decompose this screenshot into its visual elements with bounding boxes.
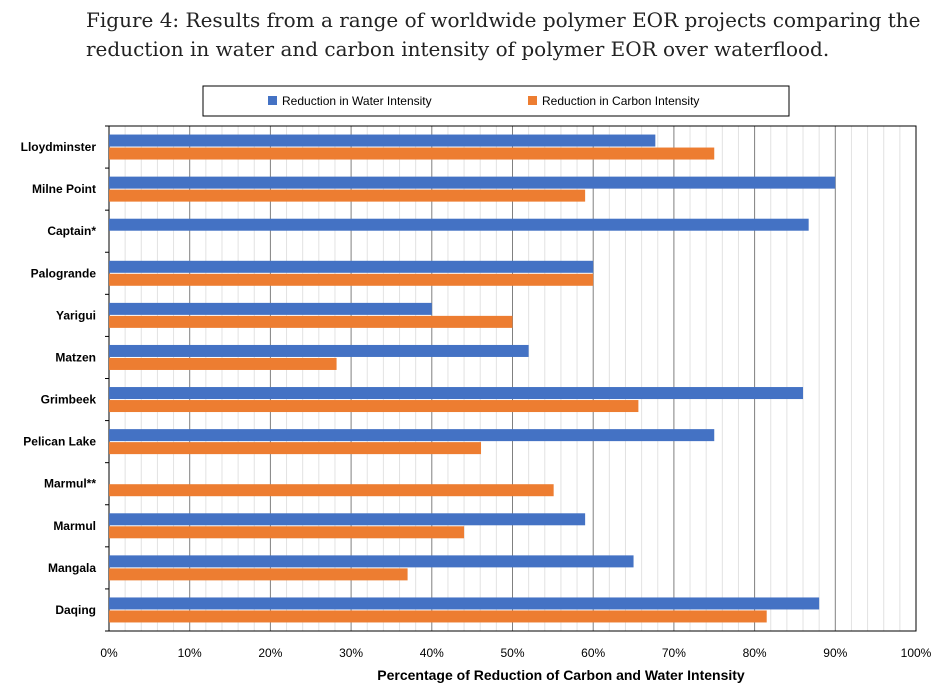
x-tick-label: 0% (100, 646, 118, 660)
x-tick-labels: 0% 10% 20% 30% 40% 50% 60% 70% 80% 90% 100% (100, 646, 931, 660)
figure-caption: Figure 4: Results from a range of worldw… (86, 8, 921, 61)
bar-water-intensity (109, 302, 432, 315)
gridlines (124, 126, 901, 631)
bar-carbon-intensity (109, 442, 482, 455)
x-tick-label: 60% (581, 646, 605, 660)
category-label: Daqing (55, 603, 96, 617)
category-label: Mangala (48, 561, 96, 575)
category-label: Marmul (53, 519, 96, 533)
bar-carbon-intensity (109, 526, 465, 539)
bar-carbon-intensity (109, 484, 554, 497)
bar-water-intensity (109, 387, 804, 400)
category-label: Milne Point (32, 182, 96, 196)
bar-water-intensity (109, 513, 586, 526)
bar-water-intensity (109, 134, 656, 147)
category-label: Lloydminster (21, 140, 97, 154)
category-label: Yarigui (56, 308, 96, 322)
bar-carbon-intensity (109, 568, 408, 581)
legend-label-carbon: Reduction in Carbon Intensity (542, 94, 699, 108)
x-axis-title: Percentage of Reduction of Carbon and Wa… (377, 667, 745, 683)
bar-carbon-intensity (109, 610, 767, 623)
x-tick-label: 10% (178, 646, 202, 660)
x-tick-label: 50% (500, 646, 524, 660)
bar-carbon-intensity (109, 357, 337, 370)
bar-water-intensity (109, 555, 634, 568)
bar-carbon-intensity (109, 147, 715, 160)
category-labels: Lloydminster Milne Point Captain* Palogrand… (21, 140, 97, 617)
legend-swatch-water (268, 96, 277, 105)
bar-water-intensity (109, 429, 715, 442)
x-tick-label: 100% (901, 646, 932, 660)
bar-carbon-intensity (109, 315, 513, 328)
legend-swatch-carbon (528, 96, 537, 105)
x-tick-label: 40% (420, 646, 444, 660)
category-label: Matzen (55, 350, 96, 364)
x-tick-label: 30% (339, 646, 363, 660)
x-tick-label: 20% (258, 646, 282, 660)
bars (109, 134, 836, 623)
x-tick-label: 70% (662, 646, 686, 660)
legend-frame (202, 85, 790, 117)
x-tick-label: 80% (743, 646, 767, 660)
x-tick-label: 90% (823, 646, 847, 660)
bar-carbon-intensity (109, 273, 594, 286)
bar-water-intensity (109, 344, 529, 357)
legend: Reduction in Water Intensity Reduction i… (202, 85, 790, 117)
category-label: Marmul** (44, 477, 96, 491)
bar-carbon-intensity (109, 400, 639, 413)
category-label: Pelican Lake (23, 435, 96, 449)
category-axis-ticks (105, 125, 109, 632)
bar-water-intensity (109, 260, 594, 273)
category-label: Palogrande (31, 266, 97, 280)
category-label: Grimbeek (41, 393, 97, 407)
bar-water-intensity (109, 218, 809, 231)
bar-water-intensity (109, 597, 820, 610)
legend-label-water: Reduction in Water Intensity (282, 94, 432, 108)
bar-carbon-intensity (109, 189, 586, 202)
category-label: Captain* (47, 224, 96, 238)
bar-water-intensity (109, 176, 836, 189)
